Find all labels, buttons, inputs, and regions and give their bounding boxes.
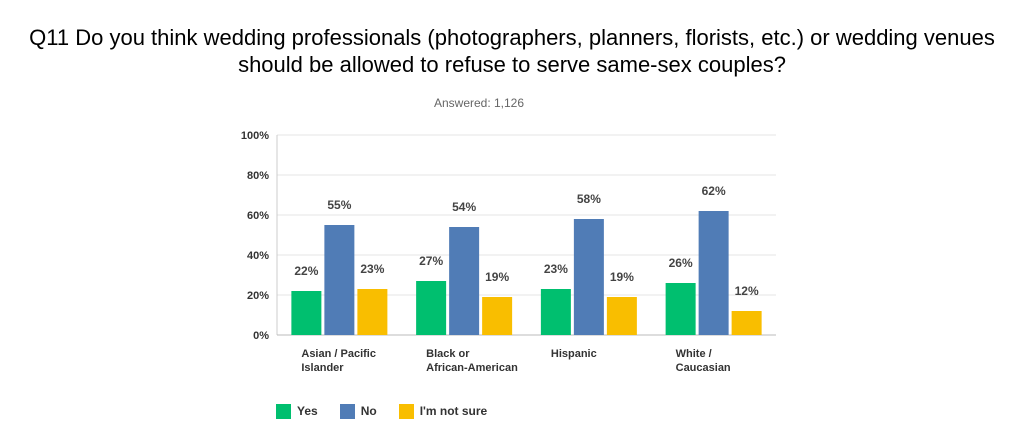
bar — [357, 289, 388, 335]
y-tick-label: 60% — [247, 210, 269, 222]
legend-label: Yes — [297, 404, 318, 418]
data-label: 22% — [294, 264, 318, 278]
bar — [482, 297, 513, 335]
legend: Yes No I'm not sure — [276, 402, 509, 420]
x-tick-label: Black or African-American — [426, 348, 518, 374]
data-label: 55% — [327, 198, 351, 212]
data-label: 19% — [485, 270, 509, 284]
legend-item: No — [339, 403, 377, 419]
legend-label: No — [360, 404, 377, 418]
answered-count: Answered: 1,126 — [433, 96, 525, 110]
y-tick-label: 0% — [253, 330, 269, 342]
bar — [291, 291, 322, 335]
data-label: 19% — [610, 270, 634, 284]
bar — [324, 225, 355, 335]
y-tick-label: 40% — [247, 250, 269, 262]
bar — [698, 211, 729, 335]
legend-swatch — [339, 403, 355, 419]
x-tick-label-line: Asian / Pacific — [301, 348, 376, 360]
data-label: 27% — [419, 254, 443, 268]
bar — [606, 297, 637, 335]
y-tick-label: 20% — [247, 290, 269, 302]
data-label: 54% — [452, 200, 476, 214]
x-tick-label-line: White / — [676, 348, 712, 360]
x-tick-label-line: Islander — [301, 362, 344, 374]
x-tick-label: White / Caucasian — [676, 348, 731, 374]
legend-item: Yes — [276, 403, 318, 419]
data-label: 58% — [577, 192, 601, 206]
x-tick-label: Asian / Pacific Islander — [301, 348, 376, 374]
bar — [540, 289, 571, 335]
bar — [449, 227, 480, 335]
data-label: 12% — [735, 284, 759, 298]
bar — [416, 281, 447, 335]
data-label: 26% — [669, 256, 693, 270]
data-label: 62% — [702, 184, 726, 198]
bar — [665, 283, 696, 335]
data-label: 23% — [544, 262, 568, 276]
legend-swatch — [276, 403, 291, 419]
y-tick-label: 100% — [241, 130, 269, 142]
x-tick-label-line: Caucasian — [676, 362, 731, 374]
y-tick-label: 80% — [247, 170, 269, 182]
legend-item: I'm not sure — [398, 403, 488, 419]
bar — [573, 219, 604, 335]
legend-swatch — [398, 403, 414, 419]
x-tick-label-line: Hispanic — [551, 348, 597, 360]
x-tick-label-line: Black or — [426, 348, 470, 360]
bar — [731, 311, 762, 335]
data-label: 23% — [360, 262, 384, 276]
x-tick-label: Hispanic — [551, 348, 597, 360]
legend-label: I'm not sure — [419, 404, 488, 418]
chart-title: Q11 Do you think wedding professionals (… — [29, 25, 995, 77]
x-tick-label-line: African-American — [426, 362, 518, 374]
